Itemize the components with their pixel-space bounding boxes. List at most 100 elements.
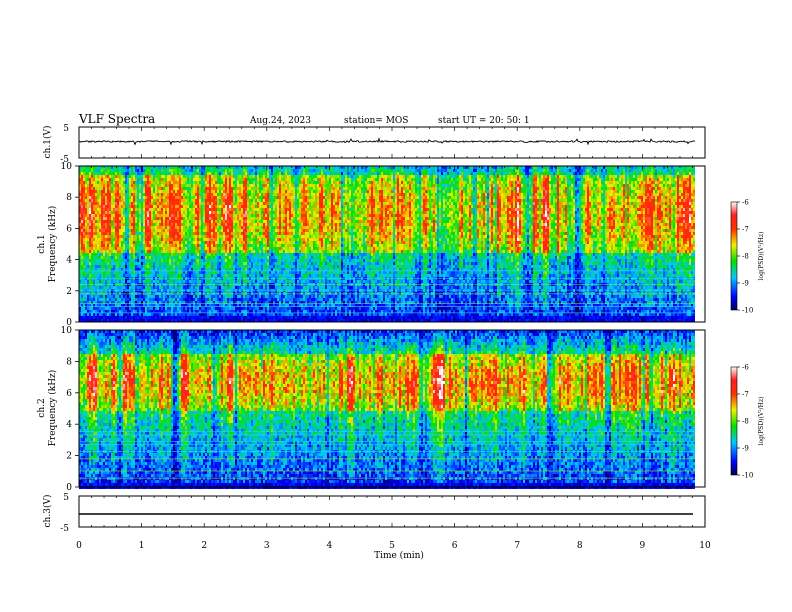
ch1-spectrogram-cell bbox=[159, 199, 161, 202]
ch1-spectrogram-cell bbox=[89, 190, 91, 193]
ch1-spectrogram-cell bbox=[197, 274, 199, 277]
ch1-spectrogram-cell bbox=[235, 175, 237, 178]
ch1-spectrogram-cell bbox=[181, 316, 183, 319]
ch1-spectrogram-cell bbox=[135, 196, 137, 199]
ch1-spectrogram-cell bbox=[175, 280, 177, 283]
ch1-spectrogram-cell bbox=[93, 169, 95, 172]
ch1-spectrogram-cell bbox=[193, 190, 195, 193]
ch1-spectrogram-cell bbox=[83, 313, 85, 316]
ch1-spectrogram-cell bbox=[183, 214, 185, 217]
ch1-spectrogram-cell bbox=[145, 178, 147, 181]
ch1-spectrogram-cell bbox=[117, 298, 119, 301]
ch1-spectrogram-cell bbox=[125, 205, 127, 208]
ch1-spectrogram-cell bbox=[211, 196, 213, 199]
ch1-spectrogram-cell bbox=[169, 211, 171, 214]
ch1-spectrogram-cell bbox=[99, 169, 101, 172]
ch1-spectrogram-cell bbox=[143, 229, 145, 232]
ch1-spectrogram-cell bbox=[143, 202, 145, 205]
ch1-spectrogram-cell bbox=[123, 274, 125, 277]
ch1-spectrogram-cell bbox=[217, 181, 219, 184]
ch1-spectrogram-cell bbox=[187, 196, 189, 199]
ch1-spectrogram-cell bbox=[221, 241, 223, 244]
ch1-spectrogram-cell bbox=[105, 184, 107, 187]
ch1-spectrogram-cell bbox=[139, 256, 141, 259]
ch1-spectrogram-cell bbox=[113, 187, 115, 190]
ch1-spectrogram-cell bbox=[229, 235, 231, 238]
ch1-spectrogram-cell bbox=[157, 187, 159, 190]
ch1-spectrogram-cell bbox=[153, 316, 155, 319]
ch1-spectrogram-cell bbox=[175, 316, 177, 319]
ch1-spectrogram-cell bbox=[109, 178, 111, 181]
ch1-spectrogram-cell bbox=[81, 274, 83, 277]
ch1-spectrogram-cell bbox=[81, 193, 83, 196]
ch1-spectrogram-cell bbox=[123, 265, 125, 268]
ch1-spectrogram-cell bbox=[217, 262, 219, 265]
ch1-spectrogram-cell bbox=[115, 292, 117, 295]
ch1-spectrogram-cell bbox=[193, 202, 195, 205]
ch1-spectrogram-cell bbox=[141, 253, 143, 256]
ch1-spectrogram-cell bbox=[93, 172, 95, 175]
ch1-spectrogram-cell bbox=[173, 271, 175, 274]
ch1-spectrogram-cell bbox=[151, 202, 153, 205]
ch1-spectrogram-cell bbox=[219, 241, 221, 244]
ch1-spectrogram-cell bbox=[193, 232, 195, 235]
ch1-spectrogram-cell bbox=[209, 169, 211, 172]
ch1-spectrogram-cell bbox=[103, 217, 105, 220]
ch1-spectrogram-cell bbox=[193, 253, 195, 256]
ch1-spectrogram-cell bbox=[223, 196, 225, 199]
ch1-spectrogram-cell bbox=[151, 253, 153, 256]
ch1-spectrogram-cell bbox=[169, 181, 171, 184]
ch1-spectrogram-cell bbox=[83, 271, 85, 274]
ch1-spectrogram-cell bbox=[225, 274, 227, 277]
ch1-spectrogram-cell bbox=[197, 259, 199, 262]
ch1-spectrogram-cell bbox=[159, 271, 161, 274]
ch1-spectrogram-cell bbox=[219, 295, 221, 298]
ch1-spectrogram-cell bbox=[143, 244, 145, 247]
ch1-spectrogram-cell bbox=[221, 181, 223, 184]
ch1-spectrogram-cell bbox=[115, 298, 117, 301]
ch1-spectrogram-cell bbox=[213, 193, 215, 196]
ch1-spectrogram-cell bbox=[89, 220, 91, 223]
ch1-spectrogram-cell bbox=[173, 196, 175, 199]
ch1-spectrogram-cell bbox=[133, 262, 135, 265]
ch1-spectrogram-cell bbox=[191, 265, 193, 268]
ch1-spectrogram-cell bbox=[113, 241, 115, 244]
ch1-spectrogram-cell bbox=[151, 274, 153, 277]
ch1-spectrogram-cell bbox=[91, 244, 93, 247]
ch1-spectrogram-cell bbox=[149, 292, 151, 295]
ch1-spectrogram-cell bbox=[231, 214, 233, 217]
station-label: station= MOS bbox=[344, 116, 408, 126]
ch1-spectrogram-cell bbox=[215, 295, 217, 298]
ch1-spectrogram-cell bbox=[177, 205, 179, 208]
ch1-spectrogram-cell bbox=[197, 265, 199, 268]
ch1-spectrogram-cell bbox=[219, 256, 221, 259]
ch1-spectrogram-cell bbox=[195, 274, 197, 277]
ch1-spectrogram-cell bbox=[185, 238, 187, 241]
ch1-spectrogram-cell bbox=[125, 223, 127, 226]
ch1-spectrogram-cell bbox=[91, 307, 93, 310]
ch1-spectrogram-cell bbox=[193, 271, 195, 274]
ch1-spectrogram-cell bbox=[163, 241, 165, 244]
ch1-spectrogram-cell bbox=[143, 238, 145, 241]
ch1-spectrogram-cell bbox=[177, 292, 179, 295]
ch1-spectrogram-cell bbox=[93, 220, 95, 223]
ch1-spectrogram-cell bbox=[85, 220, 87, 223]
ch1-spectrogram-cell bbox=[217, 244, 219, 247]
ch1-spectrogram-cell bbox=[143, 223, 145, 226]
ch1-spectrogram-cell bbox=[193, 187, 195, 190]
ch1-spectrogram-cell bbox=[83, 226, 85, 229]
ch1-spectrogram-cell bbox=[159, 187, 161, 190]
ch1-spectrogram-cell bbox=[181, 298, 183, 301]
ch1-spectrogram-cell bbox=[101, 250, 103, 253]
ch1-spectrogram-cell bbox=[125, 307, 127, 310]
ch1-spectrogram-cell bbox=[149, 208, 151, 211]
ch1-spectrogram-cell bbox=[133, 223, 135, 226]
ch1-spectrogram-cell bbox=[223, 199, 225, 202]
ch1-spectrogram-cell bbox=[175, 193, 177, 196]
ch1-spectrogram-cell bbox=[173, 232, 175, 235]
ch1-spectrogram-cell bbox=[163, 238, 165, 241]
ch1-spectrogram-cell bbox=[131, 220, 133, 223]
ch1-spectrogram-cell bbox=[211, 271, 213, 274]
ch1-spectrogram-cell bbox=[179, 274, 181, 277]
ch1-spectrogram-cell bbox=[191, 214, 193, 217]
